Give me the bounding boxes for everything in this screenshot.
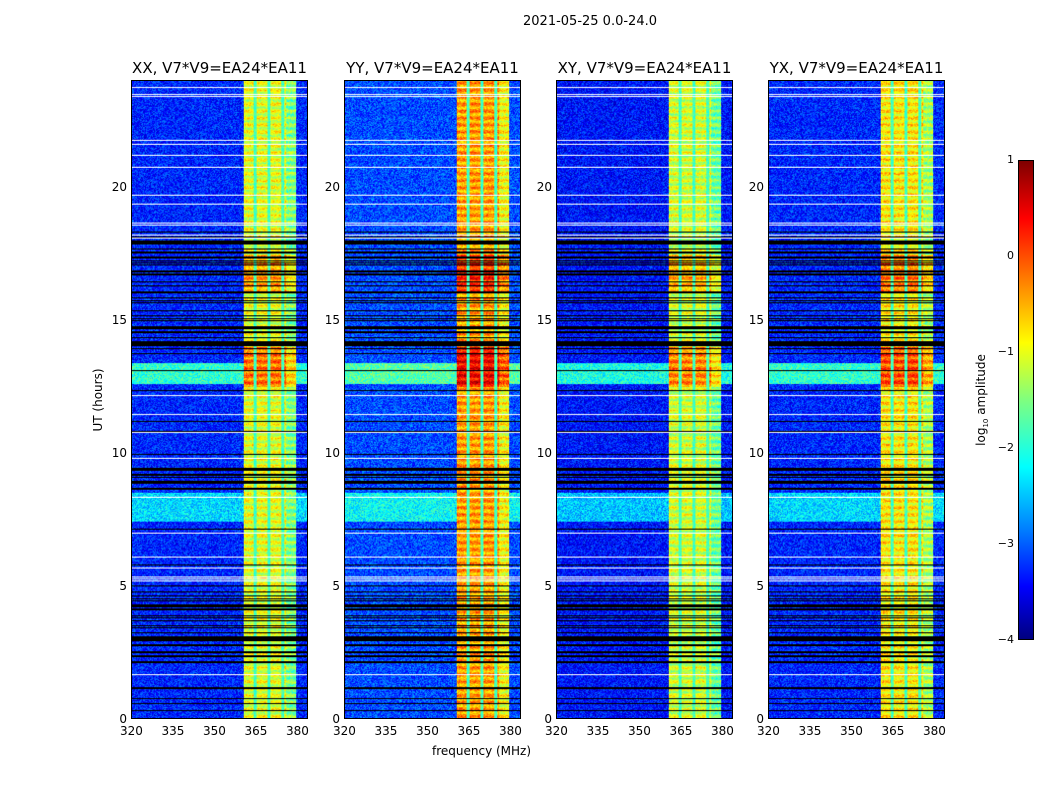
colorbar-label-sub: 10 (982, 418, 991, 428)
heatmap-panel-2 (556, 80, 733, 719)
x-tick-label: 380 (710, 724, 734, 738)
x-tick-label: 335 (161, 724, 185, 738)
x-tick-label: 365 (669, 724, 693, 738)
heatmap-panel-1 (344, 80, 521, 719)
x-tick-label: 350 (839, 724, 863, 738)
x-tick-label: 335 (586, 724, 610, 738)
colorbar-tick-label: −1 (997, 345, 1014, 358)
y-tick-label: 0 (332, 712, 340, 726)
y-tick-label: 15 (324, 312, 340, 327)
figure-title: 2021-05-25 0.0-24.0 (523, 14, 657, 29)
y-axis-label: UT (hours) (91, 368, 105, 432)
y-tick-label: 0 (756, 712, 764, 726)
y-tick-label: 15 (111, 312, 127, 327)
colorbar-tick-label: 1 (1007, 153, 1014, 166)
x-tick-label: 335 (374, 724, 398, 738)
x-tick-label: 380 (922, 724, 946, 738)
y-tick-label: 0 (544, 712, 552, 726)
colorbar-tick-label: −2 (997, 441, 1014, 454)
heatmap-panel-0 (131, 80, 308, 719)
y-tick-label: 15 (748, 312, 764, 327)
y-tick-label: 10 (324, 445, 340, 460)
x-tick-label: 365 (457, 724, 481, 738)
x-tick-label: 320 (757, 724, 780, 738)
colorbar (1018, 160, 1034, 640)
heatmap-canvas-1 (345, 81, 520, 718)
panel-title-0: XX, V7*V9=EA24*EA11 (132, 59, 307, 77)
colorbar-tick-label: −4 (997, 633, 1014, 646)
x-tick-label: 320 (333, 724, 356, 738)
colorbar-label-text: amplitude (973, 354, 988, 419)
colorbar-tick-label: 0 (1007, 249, 1014, 262)
x-tick-label: 350 (202, 724, 226, 738)
y-tick-label: 5 (119, 578, 127, 593)
panel-title-2: XY, V7*V9=EA24*EA11 (557, 59, 732, 77)
y-tick-label: 20 (324, 179, 340, 194)
y-tick-label: 5 (544, 578, 552, 593)
x-tick-label: 335 (798, 724, 822, 738)
x-axis-label: frequency (MHz) (432, 744, 532, 758)
y-tick-label: 5 (756, 578, 764, 593)
y-tick-label: 10 (748, 445, 764, 460)
y-tick-label: 15 (536, 312, 552, 327)
x-tick-label: 365 (244, 724, 268, 738)
y-tick-label: 20 (111, 179, 127, 194)
y-tick-label: 20 (536, 179, 552, 194)
x-tick-label: 350 (415, 724, 439, 738)
y-tick-label: 20 (748, 179, 764, 194)
heatmap-panel-3 (768, 80, 945, 719)
y-tick-label: 0 (119, 712, 127, 726)
y-tick-label: 10 (111, 445, 127, 460)
panel-title-1: YY, V7*V9=EA24*EA11 (346, 59, 519, 77)
heatmap-canvas-0 (132, 81, 307, 718)
x-tick-label: 350 (627, 724, 651, 738)
x-tick-label: 320 (120, 724, 143, 738)
colorbar-label: log10 amplitude (974, 354, 990, 446)
heatmap-canvas-2 (557, 81, 732, 718)
x-tick-label: 380 (498, 724, 522, 738)
x-tick-label: 320 (545, 724, 568, 738)
panel-title-3: YX, V7*V9=EA24*EA11 (769, 59, 944, 77)
x-tick-label: 365 (881, 724, 905, 738)
y-tick-label: 5 (332, 578, 340, 593)
heatmap-canvas-3 (769, 81, 944, 718)
x-tick-label: 380 (285, 724, 309, 738)
colorbar-tick-label: −3 (997, 537, 1014, 550)
y-tick-label: 10 (536, 445, 552, 460)
